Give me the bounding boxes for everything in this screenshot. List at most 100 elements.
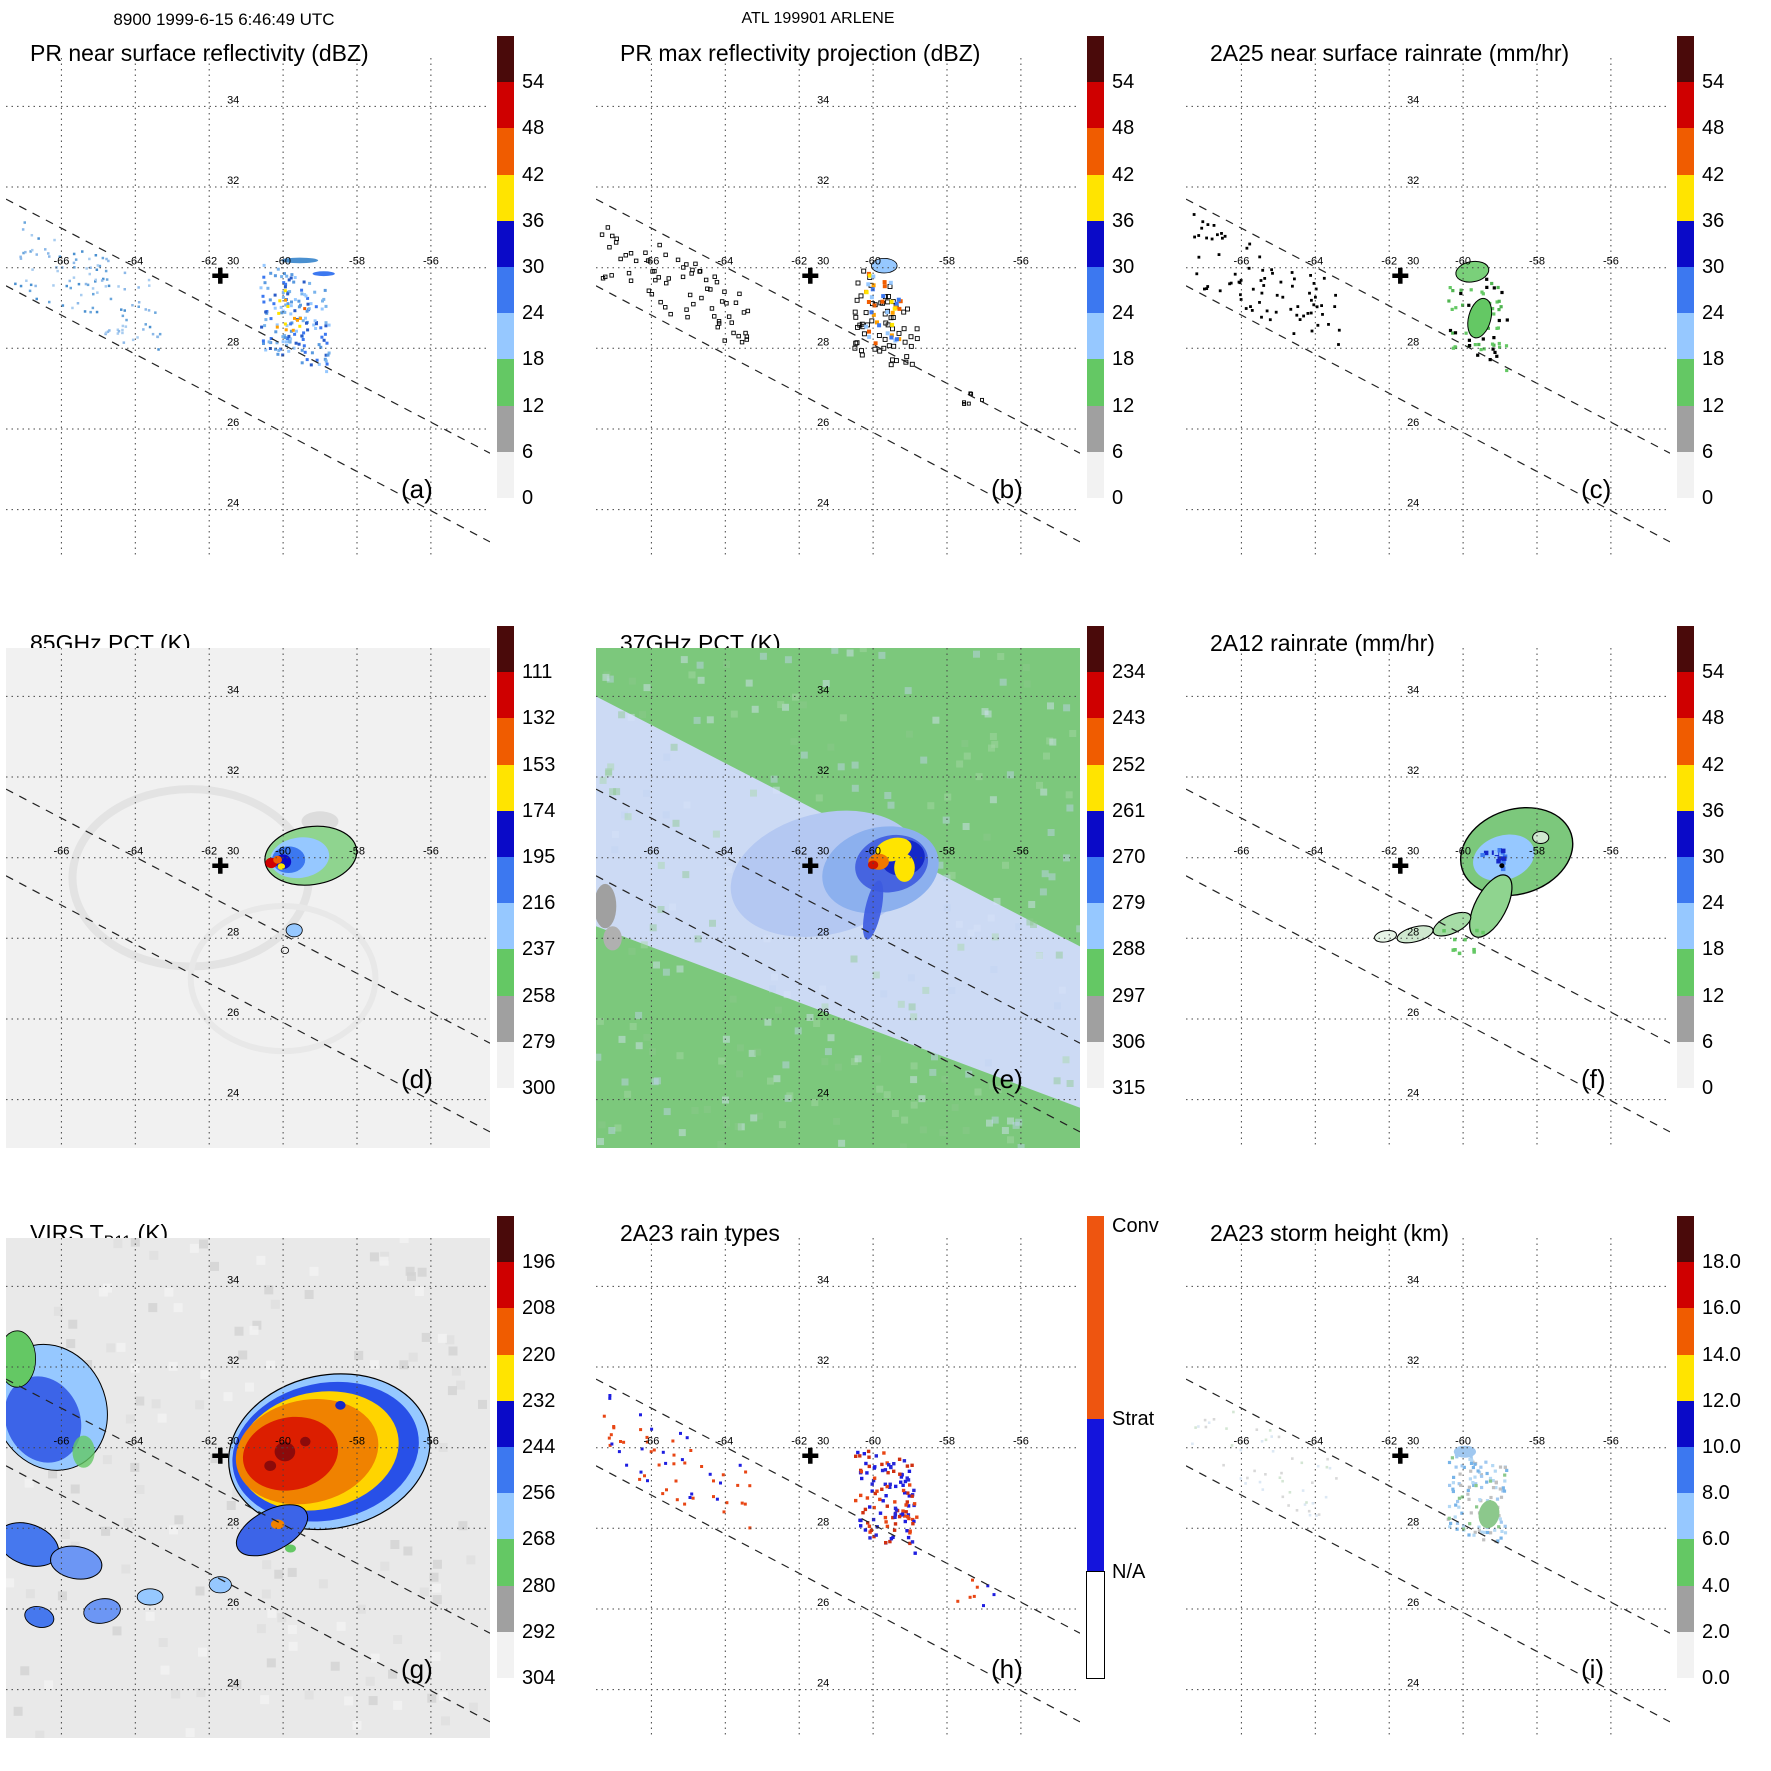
colorbar-segment (1677, 1400, 1694, 1447)
lon-label: -60 (865, 1436, 881, 1448)
colorbar-f: 54 48 42 36 30 24 18 12 6 0 (1677, 626, 1769, 1099)
colorbar-tick-label: 132 (522, 707, 556, 729)
map-area-f: -66 -64 -62 -60 -58 -56 34 32 30 28 26 24 (f) (1186, 648, 1670, 1148)
lon-label: -56 (1013, 256, 1029, 268)
colorbar-tick-label: 54 (1702, 661, 1725, 683)
storm-name-title: ATL 199901 ARLENE (741, 10, 895, 27)
lat-label: 32 (1407, 765, 1419, 777)
colorbar-bar (497, 1216, 514, 1678)
colorbar-tick-label: 0 (1702, 1077, 1714, 1099)
colorbar-segment (497, 995, 514, 1042)
lat-label: 26 (817, 1597, 829, 1609)
colorbar-tick-label: 288 (1112, 938, 1146, 960)
colorbar-tick-label: 258 (522, 985, 556, 1007)
colorbar-segment (1087, 672, 1104, 719)
colorbar-tick-label: 244 (522, 1436, 556, 1458)
colorbar-tick-label: 14.0 (1702, 1344, 1741, 1366)
colorbar-segment (1677, 1631, 1694, 1678)
lon-label: -66 (643, 256, 659, 268)
colorbar-tick-label: 2.0 (1702, 1621, 1730, 1643)
lon-label: -56 (1603, 846, 1619, 858)
colorbar-tick-label: 6 (522, 441, 534, 463)
panel-g: VIRS TB11 (K)-66-64-62-60-58-56343230282… (0, 1208, 590, 1761)
colorbar-segment (497, 82, 514, 129)
lat-label: 30 (227, 1436, 239, 1448)
colorbar-segment (1677, 36, 1694, 83)
colorbar-tick-label: 30 (1112, 256, 1135, 278)
colorbar-segment (497, 764, 514, 811)
map-raster-e (596, 648, 1080, 1148)
lat-label: 26 (1407, 417, 1419, 429)
colorbar-tick-label: 208 (522, 1297, 556, 1319)
colorbar-segment (1677, 718, 1694, 765)
colorbar-tick-label: 280 (522, 1575, 556, 1597)
lon-label: -58 (939, 256, 955, 268)
colorbar-segment (1086, 1570, 1105, 1679)
map-d: -66 -64 -62 -60 -58 -56 34 32 30 28 26 24 (d) (6, 648, 490, 1148)
colorbar-i: 18.0 16.0 14.0 12.0 10.0 8.0 6.0 4.0 2.0 0.0 (1677, 1216, 1769, 1689)
colorbar-segment (1087, 36, 1104, 83)
colorbar-segment (1677, 128, 1694, 175)
map-area-i: -66 -64 -62 -60 -58 -56 34 32 30 28 26 24 (i) (1186, 1238, 1670, 1738)
graticule-labels: -66 -64 -62 -60 -58 -56 34 32 30 28 26 24 (53, 684, 438, 1099)
colorbar-segment (1087, 313, 1104, 360)
panel-letter-c: (c) (1581, 474, 1611, 504)
map-area-e: -66 -64 -62 -60 -58 -56 34 32 30 28 26 24 (e) (596, 648, 1080, 1148)
colorbar-tick-label: 6.0 (1702, 1528, 1730, 1550)
colorbar-segment (1087, 856, 1104, 904)
colorbar-segment (1087, 764, 1104, 811)
colorbar-segment (1087, 174, 1104, 221)
colorbar-segment (1087, 1041, 1104, 1088)
colorbar-segment (1087, 451, 1104, 498)
lon-label: -64 (1307, 846, 1323, 858)
lon-label: -64 (717, 846, 733, 858)
colorbar-segment (497, 1446, 514, 1494)
lon-label: -64 (1307, 256, 1323, 268)
graticule (6, 1238, 490, 1738)
lat-label: 30 (817, 846, 829, 858)
lat-label: 28 (1407, 1516, 1419, 1528)
lat-label: 28 (817, 336, 829, 348)
lon-label: -62 (1381, 256, 1397, 268)
lat-label: 24 (817, 1678, 829, 1690)
colorbar-tick-label: 10.0 (1702, 1436, 1741, 1458)
colorbar-segment (1677, 856, 1694, 904)
map-area-b: -66 -64 -62 -60 -58 -56 34 32 30 28 26 24 (b) (596, 58, 1080, 558)
colorbar-tick-label: 48 (1702, 117, 1725, 139)
colorbar-segment (1677, 1041, 1694, 1088)
graticule-labels: -66 -64 -62 -60 -58 -56 34 32 30 28 26 24 (1233, 94, 1618, 509)
colorbar-tick-label: 304 (522, 1667, 556, 1689)
lon-label: -60 (275, 846, 291, 858)
colorbar-segment (497, 220, 514, 267)
lon-label: -60 (865, 256, 881, 268)
map-raster-f (1374, 806, 1574, 956)
lat-label: 32 (227, 175, 239, 187)
colorbar-tick-label: 48 (522, 117, 545, 139)
lon-label: -58 (939, 846, 955, 858)
colorbar-tick-label: 42 (522, 164, 545, 186)
colorbar-tick-label: 18 (522, 348, 545, 370)
lon-label: -56 (1013, 846, 1029, 858)
map-c: -66 -64 -62 -60 -58 -56 34 32 30 28 26 24 (c) (1186, 58, 1670, 558)
swath-boundary-lines (596, 1378, 1080, 1723)
lat-label: 30 (1407, 1436, 1419, 1448)
colorbar-segment (497, 949, 514, 996)
panel-letter-d: (d) (401, 1064, 433, 1094)
colorbar-tick-label: 6 (1702, 441, 1714, 463)
colorbar-tick-label: 18.0 (1702, 1251, 1741, 1273)
map-raster-c (1192, 213, 1509, 373)
colorbar-tick-label: 6 (1702, 1031, 1714, 1053)
colorbar-category-label: Strat (1112, 1408, 1155, 1430)
colorbar-segment (1677, 82, 1694, 129)
colorbar-segment (1677, 1216, 1694, 1263)
lon-label: -56 (423, 846, 439, 858)
colorbar-g: 196 208 220 232 244 256 268 280 292 304 (497, 1216, 589, 1689)
colorbar-tick-label: 261 (1112, 800, 1146, 822)
lon-label: -56 (423, 256, 439, 268)
colorbar-category-label: N/A (1112, 1561, 1146, 1583)
colorbar-segment (1677, 1493, 1694, 1540)
lat-label: 30 (227, 256, 239, 268)
colorbar-tick-label: 36 (522, 210, 545, 232)
lat-label: 28 (1407, 926, 1419, 938)
lon-label: -62 (201, 256, 217, 268)
